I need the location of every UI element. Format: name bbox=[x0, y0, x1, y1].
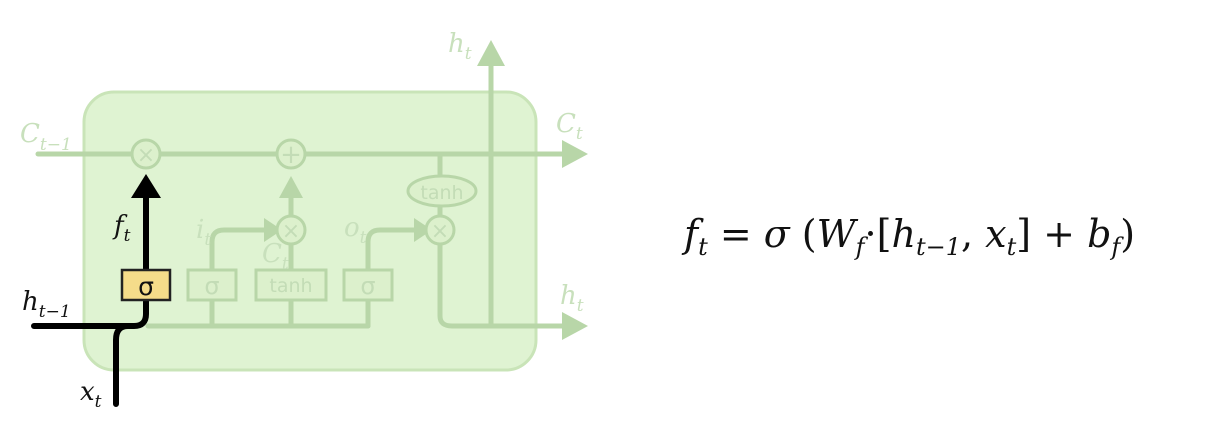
hidden-output-arrowhead bbox=[562, 312, 588, 340]
forget-gate-arrowhead bbox=[131, 174, 161, 198]
forget-multiply-symbol: × bbox=[137, 143, 155, 168]
eq-h: h bbox=[891, 212, 916, 256]
input-multiply-symbol: × bbox=[282, 219, 300, 244]
eq-weight: W bbox=[816, 212, 856, 256]
forget-gate-equation: ft = σ (Wf·[ht−1, xt] + bf) bbox=[684, 204, 1135, 264]
add-symbol: + bbox=[280, 140, 302, 170]
c-next-label: Ct bbox=[556, 109, 583, 144]
eq-lhs: f bbox=[684, 212, 699, 256]
output-sigma-gate bbox=[342, 268, 394, 302]
eq-weight-sub: f bbox=[855, 233, 865, 261]
eq-x: x bbox=[985, 212, 1007, 256]
eq-close-paren: ) bbox=[1120, 212, 1136, 256]
eq-h-sub: t−1 bbox=[915, 233, 961, 261]
eq-equals: = bbox=[707, 212, 764, 256]
h-prev-label: ht−1 bbox=[22, 287, 71, 322]
forget-multiply-node bbox=[130, 138, 162, 170]
eq-open-paren: ( bbox=[789, 212, 817, 256]
eq-close-bracket-plus: ] + bbox=[1016, 212, 1088, 256]
eq-sigma: σ bbox=[763, 212, 790, 256]
o-gate-label: ot bbox=[344, 213, 367, 248]
add-node bbox=[275, 138, 307, 170]
x-input-label: xt bbox=[80, 377, 102, 412]
c-tilde-label: Ct bbox=[262, 239, 289, 274]
eq-bias-sub: f bbox=[1111, 233, 1121, 261]
input-gate-arrowhead bbox=[264, 218, 282, 242]
h-right-label: ht bbox=[560, 281, 584, 316]
eq-comma: , bbox=[960, 212, 986, 256]
h-top-label: ht bbox=[448, 29, 472, 64]
h-top-arrowhead bbox=[477, 40, 505, 66]
candidate-tanh-label: tanh bbox=[269, 275, 312, 297]
output-gate-arrowhead bbox=[414, 218, 432, 242]
hidden-output-path bbox=[437, 227, 568, 329]
c-prev-label: Ct−1 bbox=[20, 119, 72, 155]
eq-dot-bracket: ·[ bbox=[864, 212, 892, 256]
forget-sigma-gate bbox=[120, 268, 172, 302]
candidate-tanh-gate bbox=[254, 268, 328, 302]
cell-state-arrowhead bbox=[562, 140, 588, 168]
output-multiply-symbol: × bbox=[431, 219, 449, 244]
input-gate-path bbox=[209, 227, 271, 273]
output-multiply-node bbox=[424, 214, 456, 246]
input-sigma-label: σ bbox=[204, 272, 219, 300]
i-gate-label: it bbox=[196, 215, 211, 250]
input-sigma-gate bbox=[186, 268, 238, 302]
forget-sigma-label: σ bbox=[138, 272, 154, 301]
input-multiply-node bbox=[275, 214, 307, 246]
output-gate-path bbox=[365, 227, 421, 273]
forget-gate-input-path bbox=[31, 297, 149, 329]
output-sigma-label: σ bbox=[360, 272, 375, 300]
x-input-path bbox=[113, 323, 131, 407]
cell-tanh-node bbox=[406, 174, 478, 208]
eq-x-sub: t bbox=[1006, 233, 1017, 261]
eq-bias: b bbox=[1087, 212, 1112, 256]
cell-tanh-label: tanh bbox=[420, 182, 463, 204]
update-arrowhead bbox=[279, 176, 303, 198]
lstm-cell-diagram: × + × × tanh σ tanh σ Ct−1 Ct ht ht it C… bbox=[20, 29, 588, 412]
eq-lhs-sub: t bbox=[698, 233, 708, 261]
